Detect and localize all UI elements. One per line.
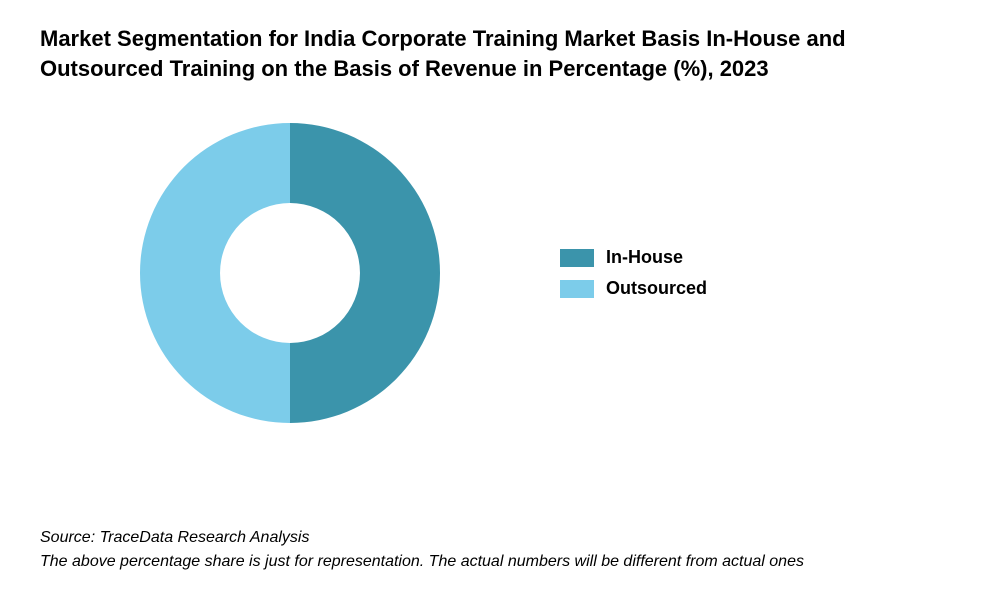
legend-label-inhouse: In-House [606, 247, 683, 268]
legend: In-House Outsourced [560, 237, 707, 309]
legend-label-outsourced: Outsourced [606, 278, 707, 299]
legend-item-outsourced: Outsourced [560, 278, 707, 299]
donut-chart-container [40, 123, 540, 423]
footer: Source: TraceData Research Analysis The … [40, 526, 804, 574]
donut-chart [140, 123, 440, 423]
legend-swatch-outsourced [560, 280, 594, 298]
chart-row: In-House Outsourced [40, 123, 960, 423]
donut-slice-in-house [290, 123, 440, 423]
footer-disclaimer: The above percentage share is just for r… [40, 550, 804, 574]
footer-source: Source: TraceData Research Analysis [40, 526, 804, 550]
legend-item-inhouse: In-House [560, 247, 707, 268]
page-root: Market Segmentation for India Corporate … [0, 0, 1000, 600]
donut-slice-outsourced [140, 123, 290, 423]
legend-swatch-inhouse [560, 249, 594, 267]
chart-title: Market Segmentation for India Corporate … [40, 24, 960, 83]
